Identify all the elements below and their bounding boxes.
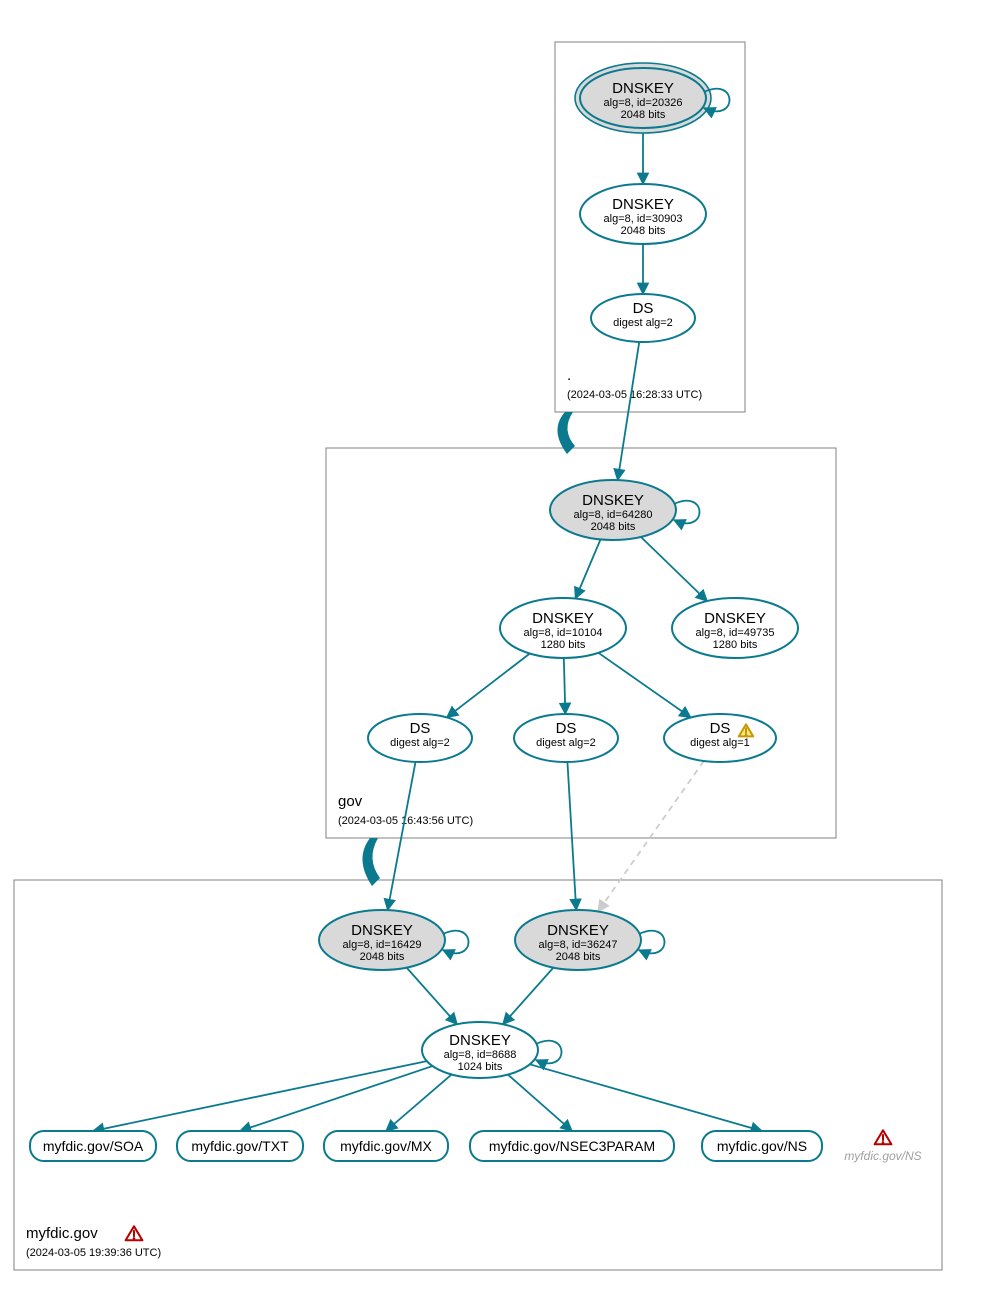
node-title-n12: DNSKEY [449, 1032, 511, 1049]
record-label-r5: myfdic.gov/NS [717, 1138, 807, 1154]
node-n5: DNSKEYalg=8, id=101041280 bits [500, 598, 626, 658]
record-label-r2: myfdic.gov/TXT [191, 1138, 289, 1154]
node-l2-n1: alg=8, id=20326 [604, 97, 683, 109]
node-l2-n12: alg=8, id=8688 [444, 1049, 517, 1061]
record-label-r4: myfdic.gov/NSEC3PARAM [489, 1138, 655, 1154]
node-n6: DNSKEYalg=8, id=497351280 bits [672, 598, 798, 658]
node-n2: DNSKEYalg=8, id=309032048 bits [580, 184, 706, 244]
zone-label-gov: gov [338, 793, 363, 810]
node-title-n10: DNSKEY [351, 922, 413, 939]
node-title-n11: DNSKEY [547, 922, 609, 939]
node-l3-n2: 2048 bits [621, 225, 666, 237]
node-l2-n5: alg=8, id=10104 [524, 627, 603, 639]
zone-timestamp-myfdic: (2024-03-05 19:39:36 UTC) [26, 1247, 161, 1259]
edge-n12-r3 [386, 1074, 452, 1131]
node-l2-n10: alg=8, id=16429 [343, 939, 422, 951]
edge-n5-n7 [447, 654, 530, 718]
node-l2-n9: digest alg=1 [690, 737, 750, 749]
node-title-n1: DNSKEY [612, 80, 674, 97]
node-l3-n5: 1280 bits [541, 639, 586, 651]
edge-n12-r2 [240, 1066, 432, 1131]
edge-n11-n12 [503, 968, 553, 1025]
record-label-r1: myfdic.gov/SOA [43, 1138, 144, 1154]
self-loop-n12 [536, 1041, 562, 1064]
node-l3-n11: 2048 bits [556, 951, 601, 963]
edge-n9-n11 [598, 761, 704, 912]
node-l2-n8: digest alg=2 [536, 737, 596, 749]
node-title-n8: DS [556, 720, 577, 737]
edge-n3-n4 [618, 342, 640, 480]
dnssec-chain-diagram: . (2024-03-05 16:28:33 UTC) gov (2024-03-05… [0, 0, 1004, 1303]
node-title-n4: DNSKEY [582, 492, 644, 509]
edge-n8-n11 [567, 762, 576, 910]
edge-n12-r5 [530, 1064, 762, 1131]
zone-timestamp-root: (2024-03-05 16:28:33 UTC) [567, 389, 702, 401]
self-loop-n11 [639, 931, 665, 954]
edge-n10-n12 [407, 968, 457, 1025]
node-l2-n2: alg=8, id=30903 [604, 213, 683, 225]
node-l3-n4: 2048 bits [591, 521, 636, 533]
node-l3-n12: 1024 bits [458, 1061, 503, 1073]
node-n1: DNSKEYalg=8, id=203262048 bits [575, 63, 730, 133]
zone-transition-1 [362, 838, 380, 886]
edge-n12-r1 [93, 1061, 427, 1131]
node-n9: DSdigest alg=1 [664, 714, 776, 762]
node-title-n7: DS [410, 720, 431, 737]
edge-n5-n9 [598, 653, 690, 718]
zone-label-root: . [567, 367, 571, 384]
node-n8: DSdigest alg=2 [514, 714, 618, 762]
self-loop-n10 [443, 931, 469, 954]
node-title-n9: DS [710, 720, 731, 737]
self-loop-n4 [674, 501, 700, 524]
node-l3-n10: 2048 bits [360, 951, 405, 963]
node-n10: DNSKEYalg=8, id=164292048 bits [319, 910, 469, 970]
node-l3-n6: 1280 bits [713, 639, 758, 651]
node-n12: DNSKEYalg=8, id=86881024 bits [422, 1022, 562, 1078]
edge-n4-n5 [575, 539, 600, 598]
node-title-n6: DNSKEY [704, 610, 766, 627]
node-l2-n3: digest alg=2 [613, 317, 673, 329]
edge-n7-n10 [388, 762, 416, 910]
edge-n12-r4 [508, 1075, 572, 1131]
zone-label-myfdic: myfdic.gov [26, 1225, 98, 1242]
node-l2-n6: alg=8, id=49735 [696, 627, 775, 639]
node-title-n3: DS [633, 300, 654, 317]
node-l2-n7: digest alg=2 [390, 737, 450, 749]
edge-n5-n8 [564, 658, 566, 714]
node-l2-n11: alg=8, id=36247 [539, 939, 618, 951]
extra-ns-label: myfdic.gov/NS [844, 1149, 921, 1163]
node-n7: DSdigest alg=2 [368, 714, 472, 762]
node-n4: DNSKEYalg=8, id=642802048 bits [550, 480, 700, 540]
node-title-n5: DNSKEY [532, 610, 594, 627]
node-l3-n1: 2048 bits [621, 109, 666, 121]
node-title-n2: DNSKEY [612, 196, 674, 213]
node-l2-n4: alg=8, id=64280 [574, 509, 653, 521]
node-n11: DNSKEYalg=8, id=362472048 bits [515, 910, 665, 970]
edge-n4-n6 [641, 537, 707, 601]
node-n3: DSdigest alg=2 [591, 294, 695, 342]
record-label-r3: myfdic.gov/MX [340, 1138, 432, 1154]
